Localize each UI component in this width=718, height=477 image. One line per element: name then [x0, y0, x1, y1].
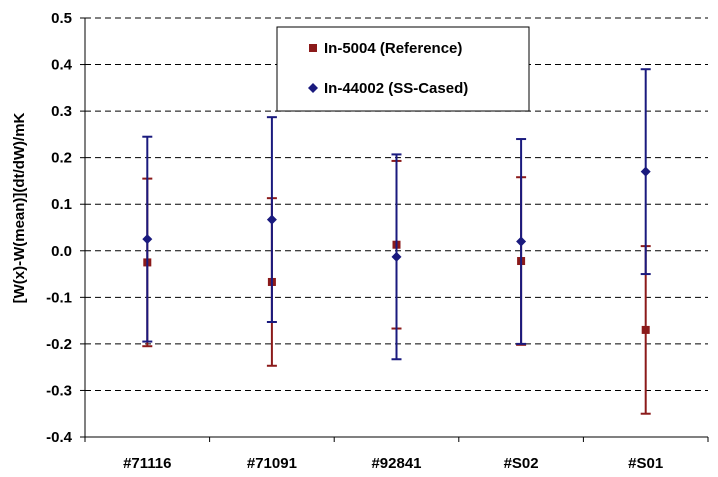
y-tick-label: -0.4: [46, 429, 73, 446]
y-tick-label: 0.3: [51, 103, 72, 120]
series-ss-cased: [142, 68, 651, 361]
data-point: [391, 251, 402, 262]
data-point: [641, 325, 650, 334]
legend-box: [276, 26, 530, 112]
data-series: [142, 68, 651, 415]
x-tick-label: #71116: [123, 455, 171, 472]
y-tick-label: -0.1: [46, 289, 72, 306]
y-axis-title: [W(x)-W(mean)](dt/dW)/mK: [11, 112, 28, 303]
legend-marker: [308, 83, 318, 93]
data-point: [640, 166, 651, 177]
y-tick-labels: -0.4 -0.3 -0.2 -0.1 0.0 0.1 0.2 0.3 0.4 0.5: [46, 10, 73, 446]
y-tick-label: -0.2: [46, 336, 72, 353]
legend-marker: [309, 44, 317, 52]
y-tick-label: 0.4: [51, 57, 73, 74]
data-point: [266, 214, 277, 225]
y-tick-label: 0.0: [51, 243, 72, 260]
x-tick-label: #S02: [504, 455, 539, 472]
axes: [80, 17, 709, 442]
y-tick-label: 0.2: [51, 150, 72, 167]
x-tick-label: #71091: [247, 455, 297, 472]
y-tick-label: 0.5: [51, 10, 72, 27]
legend-label: In-5004 (Reference): [324, 40, 462, 57]
x-tick-label: #92841: [371, 455, 421, 472]
x-tick-label: #S01: [628, 455, 663, 472]
x-tick-labels: #71116 #71091 #92841 #S02 #S01: [123, 455, 663, 472]
legend: In-5004 (Reference) In-44002 (SS-Cased): [276, 26, 530, 112]
data-point: [142, 234, 153, 245]
data-point: [516, 236, 527, 247]
legend-label: In-44002 (SS-Cased): [324, 80, 468, 97]
y-tick-label: 0.1: [51, 196, 72, 213]
y-tick-label: -0.3: [46, 382, 72, 399]
